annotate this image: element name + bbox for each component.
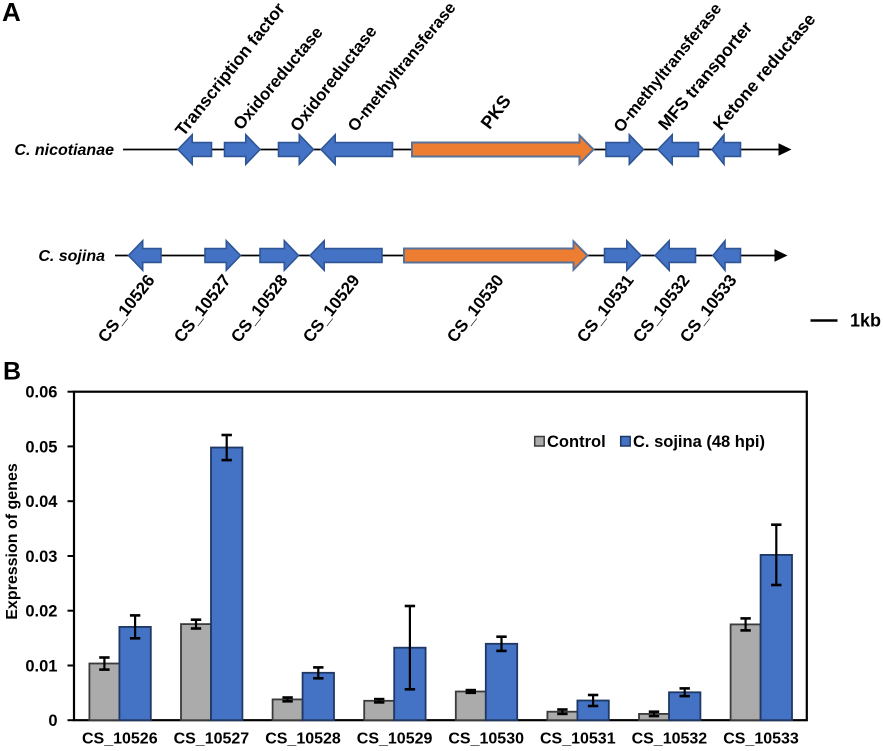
svg-text:0: 0 (48, 712, 57, 730)
svg-text:C. sojina (48 hpi): C. sojina (48 hpi) (633, 433, 765, 451)
svg-text:CS_10533: CS_10533 (723, 731, 799, 748)
svg-text:CS_10530: CS_10530 (448, 731, 524, 748)
svg-text:Control: Control (547, 433, 606, 451)
svg-text:0.02: 0.02 (25, 603, 57, 621)
svg-text:CS_10529: CS_10529 (357, 731, 433, 748)
svg-text:0.03: 0.03 (25, 548, 57, 566)
svg-text:CS_10532: CS_10532 (632, 731, 708, 748)
svg-text:Expression of genes: Expression of genes (4, 463, 21, 620)
svg-text:1kb: 1kb (850, 311, 881, 331)
svg-text:CS_10531: CS_10531 (540, 731, 616, 748)
svg-text:CS_10528: CS_10528 (265, 731, 341, 748)
svg-text:C. nicotianae: C. nicotianae (14, 142, 114, 159)
svg-text:0.06: 0.06 (25, 384, 57, 402)
svg-text:0.04: 0.04 (25, 493, 58, 511)
svg-text:CS_10527: CS_10527 (174, 731, 250, 748)
svg-text:C. sojina: C. sojina (38, 248, 105, 265)
svg-text:CS_10526: CS_10526 (82, 731, 158, 748)
svg-text:B: B (3, 358, 21, 386)
svg-text:0.01: 0.01 (25, 658, 57, 676)
svg-text:0.05: 0.05 (25, 438, 57, 456)
svg-text:A: A (2, 0, 21, 27)
